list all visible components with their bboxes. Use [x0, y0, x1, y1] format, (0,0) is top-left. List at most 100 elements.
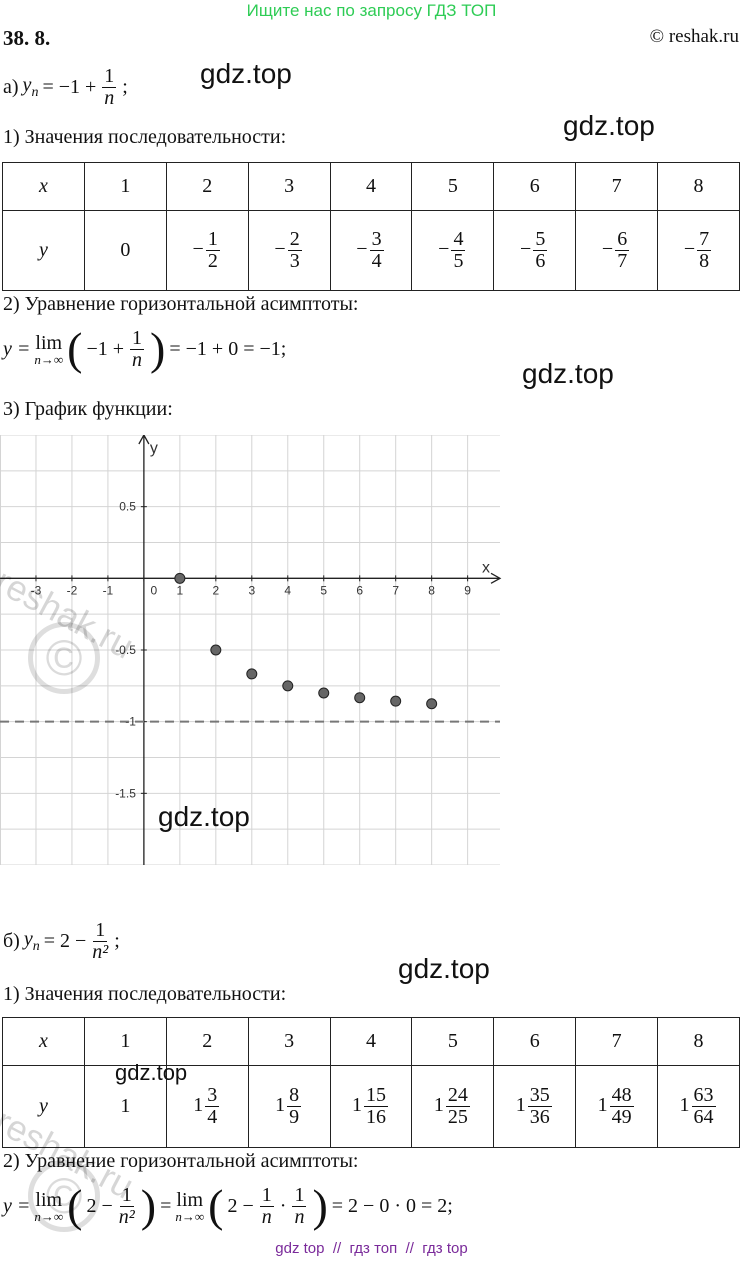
x-tick-label: 4 — [284, 583, 291, 597]
table-cell: 1 48 49 — [575, 1065, 658, 1148]
numerator: 2 — [287, 228, 302, 251]
numerator: 6 — [615, 228, 630, 251]
fraction: 1 n² — [92, 920, 108, 963]
sign: − — [274, 238, 286, 261]
point — [426, 698, 438, 710]
numerator: 63 — [691, 1084, 716, 1107]
fraction: 63 64 — [691, 1084, 716, 1128]
expr: −1 + — [86, 337, 125, 360]
denominator: 64 — [693, 1106, 714, 1128]
denominator: 4 — [371, 250, 382, 272]
y-arrow — [138, 435, 150, 445]
table-cell: 3 — [247, 1017, 331, 1066]
numerator: 24 — [445, 1084, 470, 1107]
watermark: gdz.top — [200, 58, 292, 89]
table-cell: 5 — [411, 162, 495, 211]
expr: y = — [3, 337, 31, 360]
sign: − — [192, 238, 204, 261]
lim-text: lim — [176, 1188, 204, 1211]
sign: − — [520, 238, 532, 261]
x-tick-label: 7 — [392, 583, 399, 597]
table-cell: x — [2, 1017, 85, 1066]
paren: ( — [208, 1180, 224, 1231]
paren: ( — [67, 323, 83, 374]
point — [318, 687, 330, 699]
numerator: 1 — [292, 1183, 307, 1207]
numerator: 8 — [287, 1084, 302, 1107]
lim-under: n→∞ — [34, 351, 64, 367]
denominator: 8 — [699, 250, 710, 272]
table-cell: 6 — [493, 1017, 577, 1066]
label: а) — [3, 76, 19, 98]
table-cell: 1 15 16 — [329, 1065, 413, 1148]
step: 3) График функции: — [3, 398, 173, 420]
watermark: gdz.top — [398, 953, 490, 984]
expr: = −1 + 0 = −1; — [169, 337, 287, 360]
x-tick-label: 1 — [177, 583, 184, 597]
numerator: 35 — [527, 1084, 552, 1107]
lim-under: n→∞ — [175, 1208, 205, 1224]
expr: = 2 − — [43, 930, 87, 952]
table-cell: 1 24 25 — [411, 1065, 495, 1148]
x-tick-label: -3 — [31, 583, 42, 597]
lim: lim n→∞ — [175, 1190, 204, 1223]
expr: 2 − — [227, 1194, 254, 1217]
table-cell: 1 — [83, 162, 167, 211]
table-cell: 7 — [575, 1017, 658, 1066]
step: 2) Уравнение горизонтальной асимптоты: — [3, 293, 359, 315]
numerator: 4 — [451, 228, 466, 251]
x-axis-label: x — [482, 559, 490, 576]
watermark: © — [28, 622, 100, 694]
watermark: gdz.top — [158, 801, 250, 832]
table-cell: −4 5 — [411, 210, 495, 291]
table-cell: 7 — [575, 162, 658, 211]
denominator: 6 — [535, 250, 546, 272]
var: y — [23, 928, 33, 950]
point — [282, 680, 294, 692]
problem-number: 38. 8. — [3, 26, 51, 50]
banner: Ищите нас по запросу ГДЗ ТОП — [246, 1, 497, 20]
point — [210, 644, 222, 656]
table-cell: −1 2 — [165, 210, 249, 291]
x-tick-label: -1 — [103, 583, 114, 597]
table-row: y 0−1 2−2 3−3 4−4 5−5 6−6 7−7 8 — [2, 210, 740, 291]
denominator: 2 — [207, 250, 218, 272]
table-cell: 5 — [411, 1017, 495, 1066]
whole: 1 — [275, 1094, 286, 1117]
whole: 1 — [515, 1094, 526, 1117]
y-tick-label: -0.5 — [115, 643, 136, 657]
numerator: 48 — [609, 1084, 634, 1107]
sign: − — [356, 238, 368, 261]
table-cell: 3 — [247, 162, 331, 211]
denominator: n² — [92, 941, 109, 963]
denominator: n — [132, 348, 143, 371]
numerator: 5 — [533, 228, 548, 251]
point — [390, 695, 402, 707]
table-row: y 1 1 3 4 1 8 9 1 15 16 1 24 25 1 35 36 1 48 49 1 63 64 — [2, 1065, 740, 1148]
watermark: gdz.top — [522, 358, 614, 389]
table-cell: 1 63 64 — [657, 1065, 740, 1148]
table-cell: −7 8 — [657, 210, 740, 291]
numerator: 15 — [363, 1084, 388, 1107]
watermark: gdz.top — [563, 110, 655, 141]
y-tick-label: -1.5 — [115, 786, 136, 800]
denominator: n — [261, 1205, 272, 1228]
watermark: © — [28, 1160, 100, 1232]
fraction: 48 49 — [609, 1084, 634, 1128]
table-cell: 2 — [165, 162, 249, 211]
table-cell: 1 — [83, 1017, 167, 1066]
table-cell: −5 6 — [493, 210, 577, 291]
numerator: 1 — [119, 1183, 134, 1207]
copyright: © reshak.ru — [649, 26, 739, 47]
expr: = — [160, 1194, 172, 1217]
expr: · — [279, 1194, 287, 1217]
denominator: n — [294, 1205, 305, 1228]
table-cell: 6 — [493, 162, 577, 211]
